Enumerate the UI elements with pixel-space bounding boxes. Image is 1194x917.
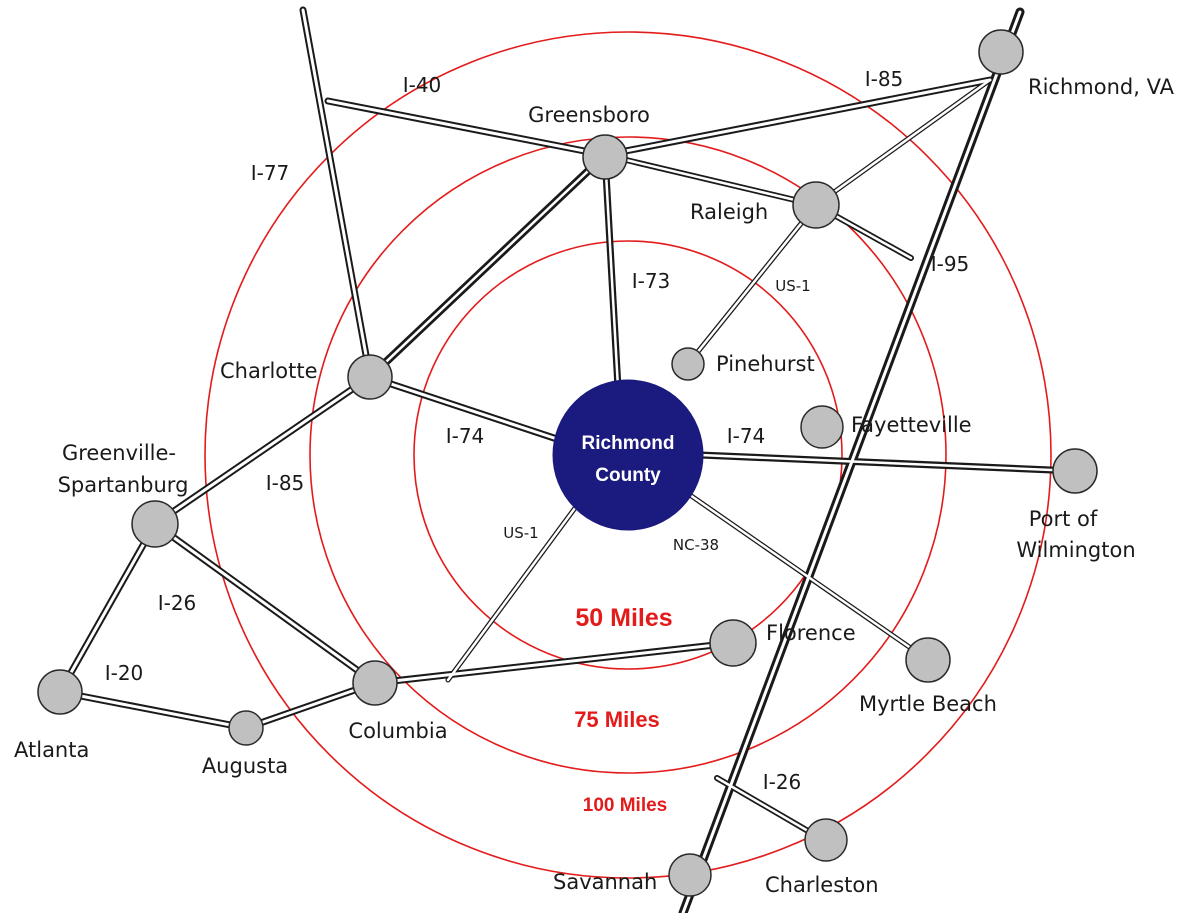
city-node-richmond-va	[978, 29, 1024, 75]
road-greensboro-raleigh-inner	[603, 153, 818, 207]
road-greenville-atlanta-inner	[58, 522, 157, 694]
city-labels: Greensboro Richmond, VA Raleigh Pinehurs…	[14, 75, 1175, 897]
road-label-i20: I-20	[105, 661, 144, 685]
road-label-i95: I-95	[931, 252, 970, 276]
ring-75-miles	[309, 136, 947, 774]
road-nc38-inner	[688, 493, 930, 662]
road-i74-east-inner	[698, 453, 1077, 473]
city-label-myrtle-beach: Myrtle Beach	[859, 692, 997, 716]
road-columbia-florence-inner	[373, 641, 735, 685]
road-label-us1-north: US-1	[775, 277, 810, 295]
city-label-savannah: Savannah	[553, 870, 657, 894]
city-label-florence: Florence	[766, 621, 856, 645]
city-nodes	[37, 29, 1098, 897]
distance-rings	[204, 31, 1052, 879]
road-augusta-columbia-inner	[244, 681, 377, 730]
city-label-atlanta: Atlanta	[14, 738, 89, 762]
city-node-florence	[709, 619, 757, 667]
city-node-fayetteville	[800, 405, 844, 449]
road-label-i26-east: I-26	[763, 770, 802, 794]
road-i85-north-inner	[603, 78, 992, 157]
road-label-i40: I-40	[403, 73, 442, 97]
city-label-augusta: Augusta	[202, 754, 288, 778]
city-node-greensboro	[582, 134, 628, 180]
road-i74-west-inner	[368, 375, 562, 442]
city-node-charleston	[804, 818, 848, 862]
city-label-richmond-va: Richmond, VA	[1028, 75, 1175, 99]
city-node-myrtle-beach	[905, 637, 951, 683]
city-label-port-of: Port of	[1029, 507, 1098, 531]
road-label-i85-west: I-85	[266, 471, 305, 495]
road-raleigh-richmond-inner	[814, 78, 992, 207]
center-label-line2: County	[595, 465, 661, 486]
city-node-pinehurst	[671, 347, 705, 381]
roads-inner	[58, 8, 1077, 915]
road-labels: I-40 I-85 I-77 I-73 US-1 I-95 I-74 I-74 …	[105, 67, 970, 794]
road-i40-inner	[326, 99, 607, 157]
road-label-i74-west: I-74	[446, 424, 485, 448]
city-label-wilmington: Wilmington	[1016, 538, 1135, 562]
city-node-raleigh	[792, 181, 840, 229]
road-label-i26-west: I-26	[158, 591, 197, 615]
road-label-us1-south: US-1	[503, 524, 538, 542]
road-us1-south-inner	[446, 506, 577, 682]
road-label-i85-north: I-85	[865, 67, 904, 91]
city-node-atlanta	[37, 669, 83, 715]
city-label-charleston: Charleston	[765, 873, 879, 897]
city-node-augusta	[228, 710, 264, 746]
ring-label-100: 100 Miles	[583, 795, 668, 816]
road-i85-west-inner	[153, 375, 372, 526]
road-i20-inner	[58, 690, 248, 730]
city-label-greenville: Greenville-	[62, 441, 176, 465]
city-node-savannah	[668, 853, 712, 897]
city-label-pinehurst: Pinehurst	[716, 352, 815, 376]
city-label-greensboro: Greensboro	[528, 103, 650, 127]
road-i26-west-inner	[153, 522, 377, 685]
road-i73-inner	[603, 153, 620, 390]
city-node-greenville-spartanburg	[131, 500, 179, 548]
city-node-charlotte	[347, 354, 393, 400]
ring-100-miles	[204, 31, 1052, 879]
road-label-nc38: NC-38	[673, 536, 719, 554]
city-label-columbia: Columbia	[348, 719, 447, 743]
city-label-raleigh: Raleigh	[690, 200, 768, 224]
road-label-i73: I-73	[632, 269, 671, 293]
city-node-columbia	[352, 660, 398, 706]
city-label-spartanburg: Spartanburg	[58, 473, 189, 497]
road-i77-inner	[301, 8, 372, 379]
ring-labels: 50 Miles 75 Miles 100 Miles	[574, 604, 672, 816]
road-label-i77: I-77	[251, 161, 290, 185]
road-label-i74-east: I-74	[727, 424, 766, 448]
city-label-fayetteville: Fayetteville	[851, 413, 972, 437]
road-greensboro-charlotte-inner	[368, 153, 607, 379]
center-marker: Richmond County	[552, 379, 704, 531]
city-label-charlotte: Charlotte	[220, 359, 318, 383]
ring-label-50: 50 Miles	[575, 604, 672, 632]
road-i26-east-inner	[715, 776, 822, 840]
center-label-line1: Richmond	[582, 433, 675, 454]
road-us1-north-inner	[686, 203, 818, 366]
ring-50-miles	[413, 240, 843, 670]
ring-label-75: 75 Miles	[574, 707, 660, 732]
center-circle	[552, 379, 704, 531]
city-node-port-of-wilmington	[1052, 448, 1098, 494]
